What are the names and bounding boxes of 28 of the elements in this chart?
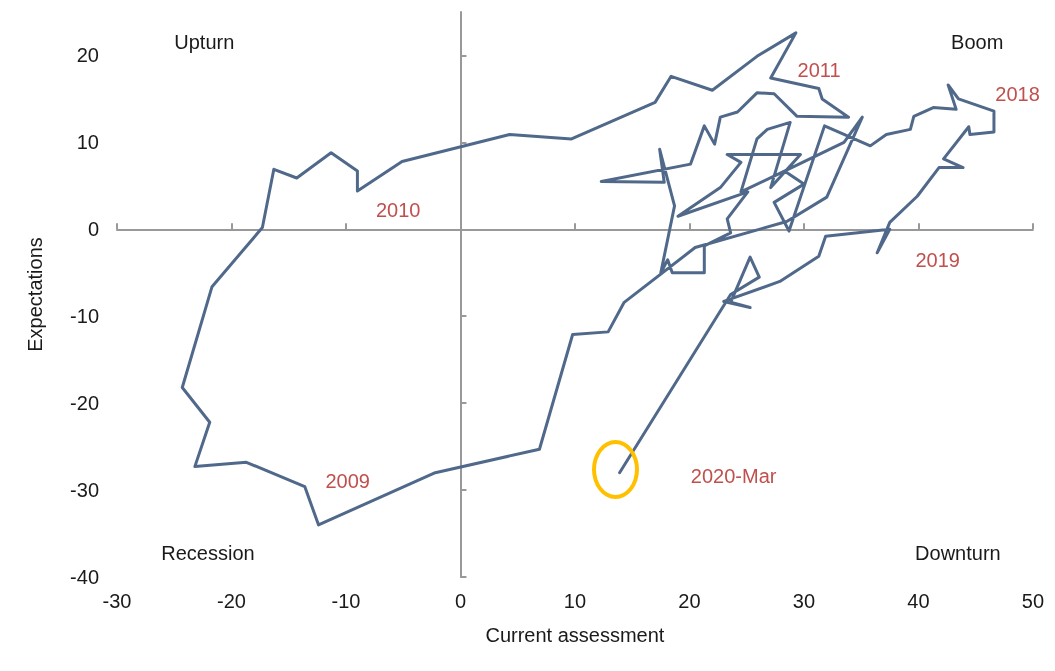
annotation: Recession [161, 541, 255, 564]
x-axis-title: Current assessment [485, 624, 665, 646]
x-tick-label: 10 [563, 590, 587, 612]
x-tick-label: -20 [217, 590, 246, 612]
x-tick-label: 30 [792, 590, 816, 612]
annotation: Upturn [174, 30, 235, 53]
y-tick-label: 0 [87, 218, 99, 241]
x-tick-label: 40 [907, 590, 930, 612]
x-tick-label: 20 [678, 590, 701, 612]
annotation: 2018 [995, 82, 1040, 105]
annotation: 2011 [797, 59, 841, 82]
y-tick-label: -40 [70, 566, 99, 588]
annotation: Boom [951, 30, 1004, 53]
annotation: Downturn [915, 541, 1001, 564]
y-tick-label: 20 [76, 44, 99, 67]
y-tick-label: -10 [70, 305, 99, 328]
annotation: 2009 [325, 469, 370, 492]
y-axis-title: Expectations [24, 237, 46, 352]
y-tick-label: 10 [76, 131, 99, 154]
annotation: 2020-Mar [690, 464, 777, 487]
y-tick-label: -30 [70, 479, 99, 502]
y-tick-label: -20 [70, 392, 99, 415]
x-tick-label: 50 [1021, 590, 1044, 612]
x-tick-label: -10 [331, 590, 361, 612]
x-tick-label: 0 [454, 590, 467, 612]
annotation: 2010 [375, 198, 421, 221]
x-tick-label: -30 [102, 590, 132, 612]
annotation: 2019 [915, 249, 960, 272]
